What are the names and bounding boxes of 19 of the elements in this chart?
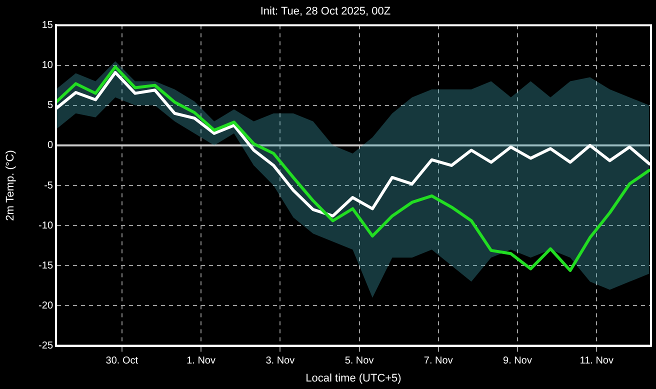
y-tick-label: -25 [38,340,54,352]
x-tick-label: 1. Nov [186,356,216,367]
chart-title: Init: Tue, 28 Oct 2025, 00Z [260,6,391,18]
y-tick-label: 10 [42,60,54,72]
x-tick-label: 7. Nov [424,356,453,367]
y-tick-label: 15 [42,20,54,31]
x-tick-label: 3. Nov [266,356,295,367]
y-tick-label: 5 [47,100,54,112]
x-tick-label: 30. Oct [106,356,138,367]
x-tick-label: 11. Nov [580,356,614,367]
y-tick-label: -15 [38,260,54,272]
y-tick-label: -10 [38,220,54,232]
x-tick-label: 9. Nov [503,356,532,367]
x-tick-label: 5. Nov [344,356,374,367]
y-axis-title: 2m Temp. (°C) [4,150,17,221]
y-tick-label: -5 [44,180,54,192]
y-tick-label: -20 [38,300,54,312]
y-tick-label: 0 [47,140,54,152]
x-axis-title: Local time (UTC+5) [306,372,402,384]
